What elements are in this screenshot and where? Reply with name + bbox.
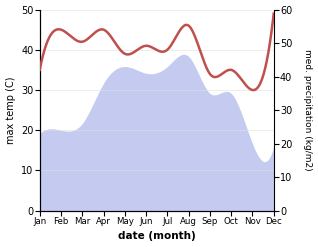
Y-axis label: max temp (C): max temp (C) bbox=[5, 76, 16, 144]
Y-axis label: med. precipitation (kg/m2): med. precipitation (kg/m2) bbox=[303, 49, 313, 171]
X-axis label: date (month): date (month) bbox=[118, 231, 196, 242]
